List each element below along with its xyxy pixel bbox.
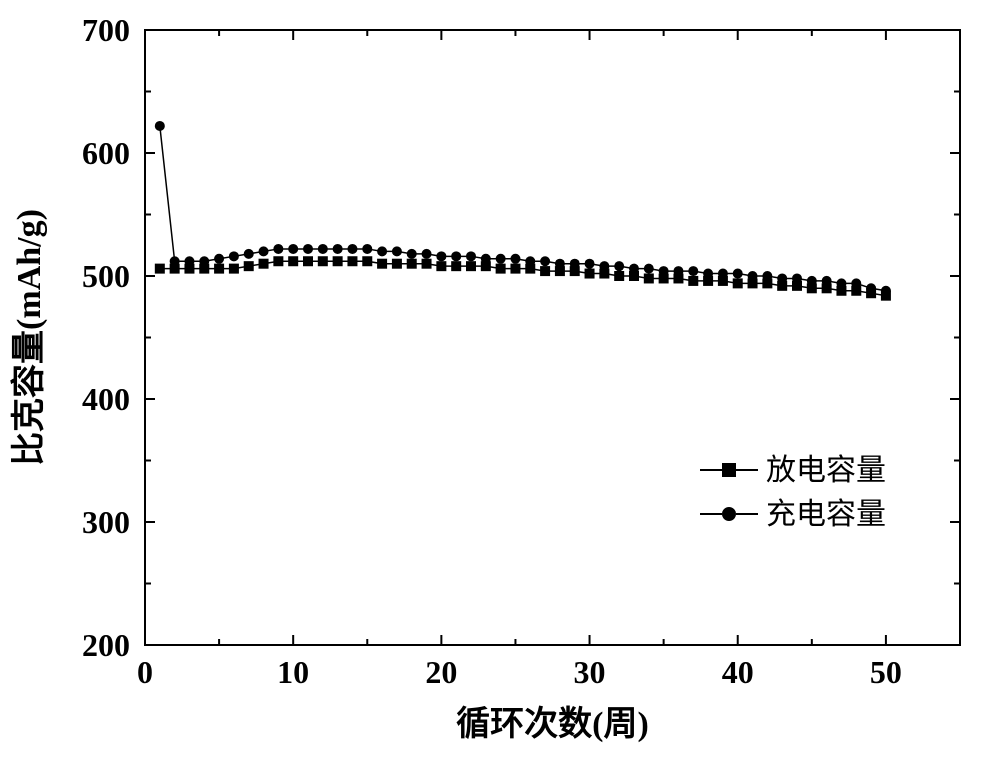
data-point-circle [451, 251, 461, 261]
y-tick-label: 500 [82, 258, 130, 294]
data-point-circle [392, 246, 402, 256]
data-point-square [229, 264, 239, 274]
legend-label: 放电容量 [766, 454, 886, 487]
data-point-square [303, 256, 313, 266]
data-point-circle [333, 244, 343, 254]
data-point-circle [748, 271, 758, 281]
data-point-square [244, 261, 254, 271]
y-tick-label: 300 [82, 504, 130, 540]
data-point-circle [688, 266, 698, 276]
data-point-square [540, 266, 550, 276]
data-point-circle [540, 256, 550, 266]
data-point-circle [199, 256, 209, 266]
x-tick-label: 0 [137, 654, 153, 690]
data-point-circle [303, 244, 313, 254]
y-tick-label: 600 [82, 135, 130, 171]
data-point-square [510, 264, 520, 274]
y-axis-label: 比克容量(mAh/g) [10, 209, 48, 466]
data-point-circle [510, 254, 520, 264]
data-point-circle [362, 244, 372, 254]
data-point-square [496, 264, 506, 274]
data-point-square [436, 261, 446, 271]
data-point-square [407, 259, 417, 269]
x-tick-label: 40 [722, 654, 754, 690]
y-tick-label: 200 [82, 627, 130, 663]
data-point-circle [733, 269, 743, 279]
data-point-square [273, 256, 283, 266]
data-point-circle [273, 244, 283, 254]
data-point-square [288, 256, 298, 266]
data-point-circle [718, 269, 728, 279]
data-point-circle [644, 264, 654, 274]
data-point-square [688, 276, 698, 286]
legend-marker-circle [722, 507, 736, 521]
data-point-square [585, 269, 595, 279]
data-point-circle [792, 273, 802, 283]
data-point-square [451, 261, 461, 271]
data-point-square [392, 259, 402, 269]
data-point-circle [436, 251, 446, 261]
data-point-circle [673, 266, 683, 276]
data-point-circle [881, 286, 891, 296]
data-point-circle [866, 283, 876, 293]
chart-container: 0 10 20 30 40 50 200 300 400 500 600 700 循环次数(周) 比克容量… [0, 0, 1000, 759]
data-point-circle [822, 276, 832, 286]
data-point-circle [347, 244, 357, 254]
data-point-square [614, 271, 624, 281]
data-point-square [377, 259, 387, 269]
data-point-circle [570, 259, 580, 269]
data-point-circle [599, 261, 609, 271]
y-tick-label: 400 [82, 381, 130, 417]
data-point-square [422, 259, 432, 269]
data-point-circle [184, 256, 194, 266]
y-tick-label: 700 [82, 12, 130, 48]
data-point-circle [214, 254, 224, 264]
data-point-circle [851, 278, 861, 288]
data-point-square [259, 259, 269, 269]
legend-label: 充电容量 [766, 498, 886, 531]
data-point-circle [407, 249, 417, 259]
data-point-circle [422, 249, 432, 259]
data-point-circle [659, 266, 669, 276]
data-point-circle [244, 249, 254, 259]
x-axis-label: 循环次数(周) [456, 705, 649, 743]
data-point-circle [777, 273, 787, 283]
data-point-square [347, 256, 357, 266]
data-point-circle [229, 251, 239, 261]
data-point-circle [496, 254, 506, 264]
data-point-square [466, 261, 476, 271]
data-point-circle [481, 254, 491, 264]
x-tick-label: 50 [870, 654, 902, 690]
data-point-circle [614, 261, 624, 271]
data-point-square [214, 264, 224, 274]
data-point-square [318, 256, 328, 266]
data-point-square [362, 256, 372, 266]
data-point-circle [377, 246, 387, 256]
data-point-square [733, 278, 743, 288]
legend-marker-square [722, 463, 736, 477]
data-point-circle [155, 121, 165, 131]
data-point-square [644, 273, 654, 283]
data-point-circle [585, 259, 595, 269]
data-point-circle [836, 278, 846, 288]
data-point-square [155, 264, 165, 274]
data-point-circle [629, 264, 639, 274]
data-point-circle [288, 244, 298, 254]
x-tick-label: 20 [425, 654, 457, 690]
x-tick-label: 30 [574, 654, 606, 690]
data-point-circle [466, 251, 476, 261]
data-point-circle [703, 269, 713, 279]
data-point-circle [170, 256, 180, 266]
x-tick-label: 10 [277, 654, 309, 690]
data-point-circle [807, 276, 817, 286]
data-point-circle [259, 246, 269, 256]
data-point-circle [762, 271, 772, 281]
data-point-circle [525, 256, 535, 266]
data-point-circle [555, 259, 565, 269]
data-point-circle [318, 244, 328, 254]
scatter-line-chart: 0 10 20 30 40 50 200 300 400 500 600 700 循环次数(周) 比克容量… [0, 0, 1000, 759]
data-point-square [333, 256, 343, 266]
